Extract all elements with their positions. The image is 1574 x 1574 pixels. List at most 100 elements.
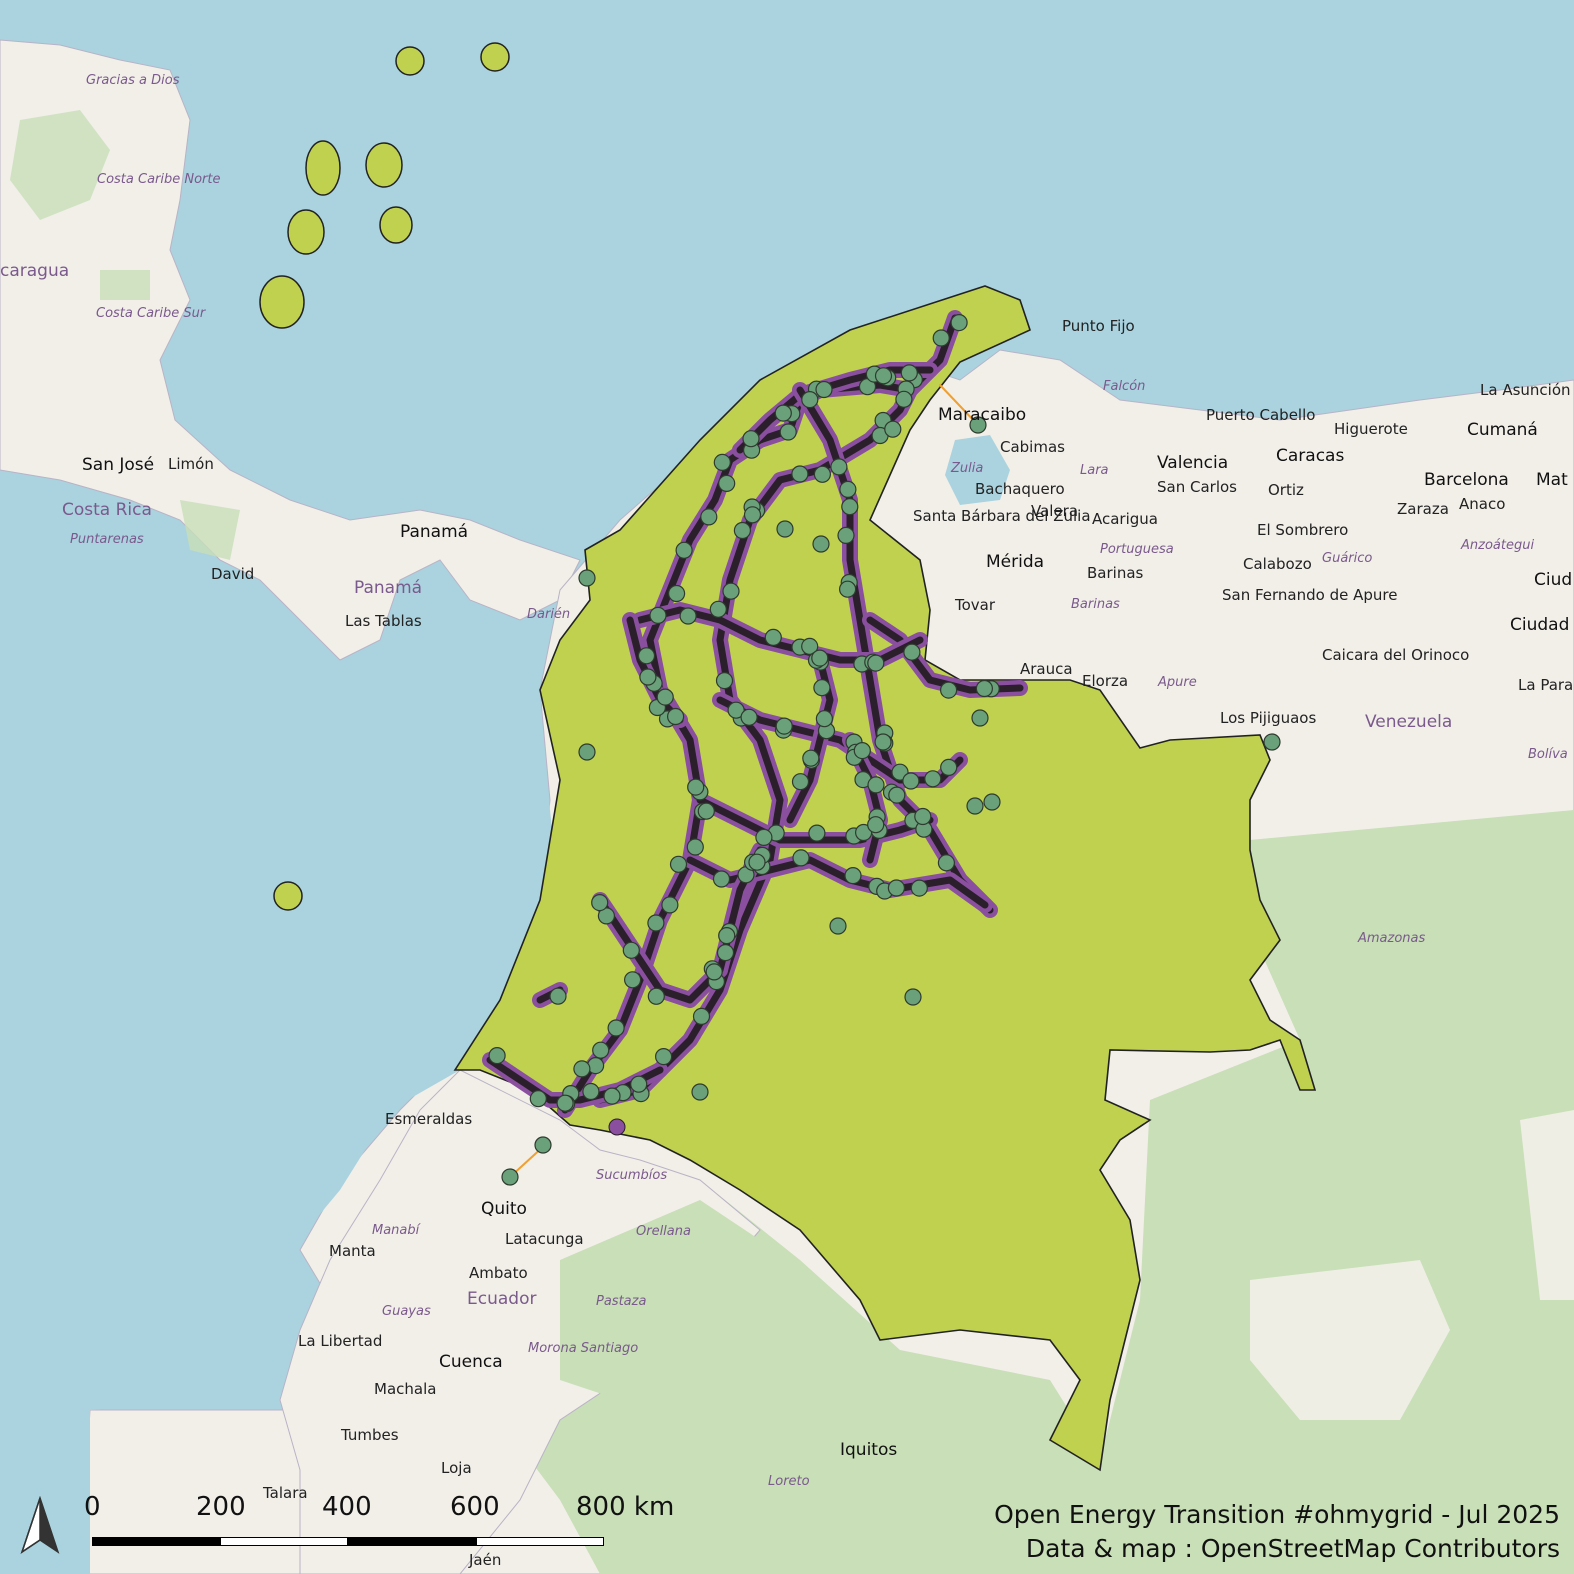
substation-point — [900, 364, 918, 382]
interconnector-line — [939, 384, 979, 426]
power-line — [796, 386, 994, 914]
substation-point — [779, 423, 797, 441]
label-acarigua: Acarigua — [1092, 510, 1158, 528]
substation-point — [603, 1087, 621, 1105]
substation-point — [774, 404, 792, 422]
scale-segment-1 — [92, 1537, 220, 1546]
label-ambato: Ambato — [469, 1264, 528, 1282]
substation-point — [971, 709, 989, 727]
scale-label-0: 0 — [84, 1492, 101, 1522]
label-barcelona: Barcelona — [1424, 470, 1509, 490]
label-higuerote: Higuerote — [1334, 420, 1408, 438]
substation-point — [811, 649, 829, 667]
substation-point — [715, 671, 734, 690]
label-apure: Apure — [1157, 675, 1197, 690]
substation-point — [808, 824, 826, 842]
label-ciudad-bo: Ciudad Bo — [1510, 615, 1574, 635]
substation-point — [966, 797, 984, 815]
label-ciud: Ciud — [1534, 570, 1572, 590]
label-anzoategui: Anzoátegui — [1460, 538, 1534, 553]
substation-point — [501, 1168, 519, 1186]
substation-point — [924, 770, 942, 788]
substation-point — [802, 749, 820, 767]
ecuador-forest — [560, 1200, 760, 1400]
label-talara: Talara — [262, 1484, 308, 1502]
substation-point — [895, 390, 913, 408]
label-amazonas: Amazonas — [1357, 931, 1426, 946]
substation-point — [718, 474, 736, 492]
place-labels: Maracaibo Cabimas Bachaquero Valencia Sa… — [0, 73, 1574, 1569]
label-panama: Panamá — [354, 578, 422, 598]
substation-point — [867, 816, 885, 834]
label-loreto: Loreto — [768, 1474, 810, 1489]
label-cumana: Cumaná — [1467, 420, 1538, 440]
substation-point — [549, 987, 567, 1005]
label-cuenca: Cuenca — [439, 1352, 503, 1372]
substation-point — [939, 681, 958, 699]
substation-point — [853, 741, 871, 760]
label-orellana: Orellana — [636, 1224, 691, 1239]
scale-segment-2 — [220, 1537, 348, 1546]
label-maracaibo: Maracaibo — [938, 405, 1026, 425]
label-san-jose: San José — [82, 455, 154, 475]
central-america-land — [0, 39, 581, 661]
substation-point — [623, 971, 642, 989]
line-endpoint — [608, 1118, 626, 1136]
label-san-carlos: San Carlos — [1157, 478, 1237, 496]
substation-point — [740, 708, 758, 726]
substation-point — [534, 1136, 552, 1154]
label-la-libertad: La Libertad — [298, 1332, 382, 1350]
substation-point — [854, 823, 873, 842]
substation-point — [556, 1094, 574, 1112]
label-manabi: Manabí — [372, 1223, 422, 1238]
amazon-clearing — [1250, 1110, 1574, 1420]
substation-point — [666, 707, 685, 726]
label-santa-barbara: Santa Bárbara del Zulia — [913, 507, 1091, 525]
substation-point — [902, 772, 920, 790]
label-limon: Limón — [168, 455, 214, 473]
label-zaraza: Zaraza — [1397, 500, 1449, 518]
substation-point — [829, 917, 847, 935]
substation-point — [983, 793, 1001, 811]
power-line — [596, 896, 724, 1004]
north-arrow-icon — [20, 1496, 60, 1554]
label-nicaragua: caragua — [0, 261, 69, 281]
label-ecuador: Ecuador — [467, 1289, 536, 1309]
substation-point — [837, 526, 855, 545]
scale-label-400: 400 — [322, 1492, 372, 1522]
substation-point — [838, 580, 857, 598]
substation-point — [716, 943, 735, 962]
substation-point — [867, 776, 885, 794]
substation-point — [578, 743, 596, 761]
label-guarico: Guárico — [1322, 551, 1372, 566]
label-barinas-region: Barinas — [1071, 597, 1120, 612]
substation-point — [748, 853, 766, 871]
label-valencia: Valencia — [1157, 453, 1228, 473]
label-costa-caribe-sur: Costa Caribe Sur — [96, 306, 207, 321]
label-punto-fijo: Punto Fijo — [1062, 317, 1135, 335]
substation-point — [813, 465, 832, 483]
label-costa-caribe-norte: Costa Caribe Norte — [97, 172, 221, 187]
label-valera: Valera — [1031, 502, 1078, 520]
substation-point — [718, 926, 736, 945]
label-caracas: Caracas — [1276, 446, 1344, 466]
substation-point — [903, 643, 921, 661]
label-merida: Mérida — [986, 552, 1044, 572]
substation-point — [687, 778, 705, 796]
label-iquitos: Iquitos — [840, 1440, 897, 1460]
label-los-pijiguaos: Los Pijiguaos — [1220, 709, 1316, 727]
substation-point — [649, 606, 667, 625]
substation-point — [801, 391, 819, 409]
substation-point — [887, 879, 906, 897]
label-darien: Darién — [527, 607, 570, 622]
label-mat: Mat — [1536, 470, 1568, 490]
substation-point — [755, 828, 773, 847]
substation-point — [975, 679, 994, 698]
substation-point — [937, 854, 956, 872]
lake-maracaibo — [945, 435, 1010, 505]
substation-point — [647, 914, 665, 932]
substation-point — [844, 866, 862, 885]
scale-label-600: 600 — [450, 1492, 500, 1522]
substation-point — [712, 870, 731, 888]
